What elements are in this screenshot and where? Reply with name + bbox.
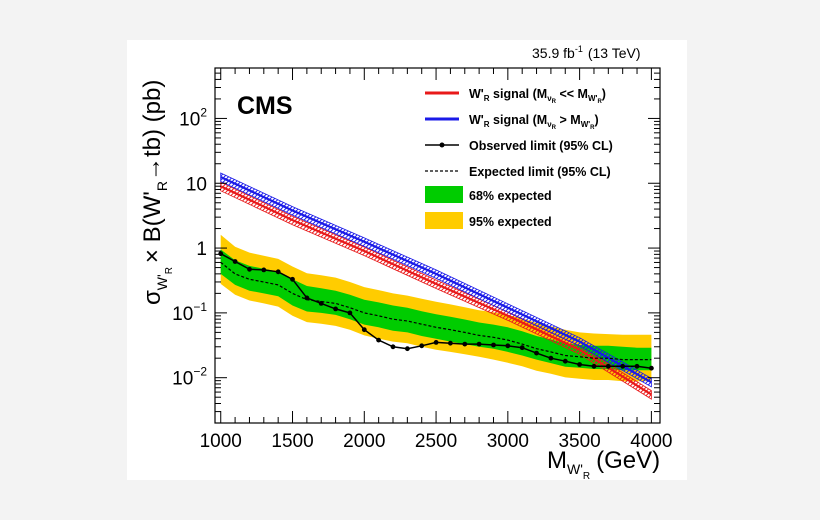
band68-area <box>220 249 652 371</box>
legend-band68-swatch <box>425 186 463 203</box>
cms-limit-figure: 1000 1500 2000 2500 3000 3500 4000 10−2 10−1 1 10 1… <box>127 40 687 480</box>
x-tick-label: 1000 <box>200 431 242 452</box>
expected-limit-line <box>220 261 652 361</box>
legend-band68-label: 68% expected <box>469 189 552 203</box>
observed-point <box>605 363 611 369</box>
y-axis-title: σW'R× B(W'R→tb) (pb) <box>139 80 175 305</box>
observed-point <box>304 295 310 301</box>
legend-red-label: W'R signal (MνR << MW'R) <box>469 87 606 105</box>
observed-point <box>620 363 626 369</box>
bands-layer <box>220 234 652 382</box>
lumi-label: 35.9 fb-1 (13 TeV) <box>532 44 641 61</box>
observed-point <box>333 306 338 312</box>
legend-band95-label: 95% expected <box>469 215 552 229</box>
observed-point <box>261 267 267 273</box>
theory-layer <box>220 172 652 400</box>
observed-point <box>491 342 496 348</box>
observed-point <box>376 337 381 343</box>
observed-point <box>232 259 238 264</box>
theory-line-blue <box>220 176 652 384</box>
y-tick-label: 10−2 <box>172 365 207 390</box>
legend: W'R signal (MνR << MW'R) W'R signal (MνR… <box>425 87 613 229</box>
observed-point <box>275 269 281 275</box>
observed-point <box>634 363 640 369</box>
legend-expected-label: Expected limit (95% CL) <box>469 165 611 179</box>
observed-point <box>462 341 468 347</box>
observed-point <box>247 266 252 272</box>
axis-tick-labels: 1000 1500 2000 2500 3000 3500 4000 10−2 10−1 1 10 1… <box>172 105 672 452</box>
limit-plot: 1000 1500 2000 2500 3000 3500 4000 10−2 10−1 1 10 1… <box>139 44 673 480</box>
lines-layer <box>218 251 654 371</box>
x-tick-label: 2500 <box>415 431 457 452</box>
observed-point <box>405 346 410 352</box>
x-tick-label: 3500 <box>558 431 600 452</box>
y-tick-label: 10 <box>186 174 207 195</box>
theory-line-red <box>220 185 652 396</box>
y-tick-label: 102 <box>179 105 207 130</box>
observed-point <box>519 345 525 351</box>
observed-point <box>419 343 425 349</box>
observed-point <box>318 301 324 306</box>
legend-observed-marker <box>439 142 445 148</box>
observed-point <box>347 310 353 316</box>
x-tick-label: 1500 <box>271 431 313 452</box>
legend-blue-label: W'R signal (MνR > MW'R) <box>469 113 599 131</box>
observed-point <box>649 365 654 371</box>
x-tick-label: 4000 <box>630 431 672 452</box>
observed-point <box>505 343 511 349</box>
x-tick-label: 3000 <box>487 431 529 452</box>
x-tick-label: 2000 <box>343 431 385 452</box>
observed-point <box>390 344 396 350</box>
observed-point <box>562 358 568 364</box>
y-tick-label: 10−1 <box>172 300 207 325</box>
plot-frame <box>214 67 661 424</box>
observed-point <box>361 327 367 333</box>
cms-logo: CMS <box>237 92 293 120</box>
observed-point <box>433 340 439 345</box>
observed-point <box>534 350 539 356</box>
legend-observed-label: Observed limit (95% CL) <box>469 139 613 153</box>
observed-point <box>218 251 224 257</box>
observed-point <box>290 276 295 282</box>
observed-point <box>577 362 582 367</box>
axis-ticks <box>215 67 660 424</box>
x-axis-title: MW'R(GeV) <box>547 447 660 480</box>
observed-point <box>476 341 482 347</box>
legend-band95-swatch <box>425 212 463 229</box>
observed-point <box>548 355 554 361</box>
observed-point <box>448 340 453 346</box>
svg-text:σW'R× B(W'R→tb) (pb): σW'R× B(W'R→tb) (pb) <box>139 80 175 305</box>
y-tick-label: 1 <box>196 239 207 260</box>
observed-point <box>591 363 597 369</box>
